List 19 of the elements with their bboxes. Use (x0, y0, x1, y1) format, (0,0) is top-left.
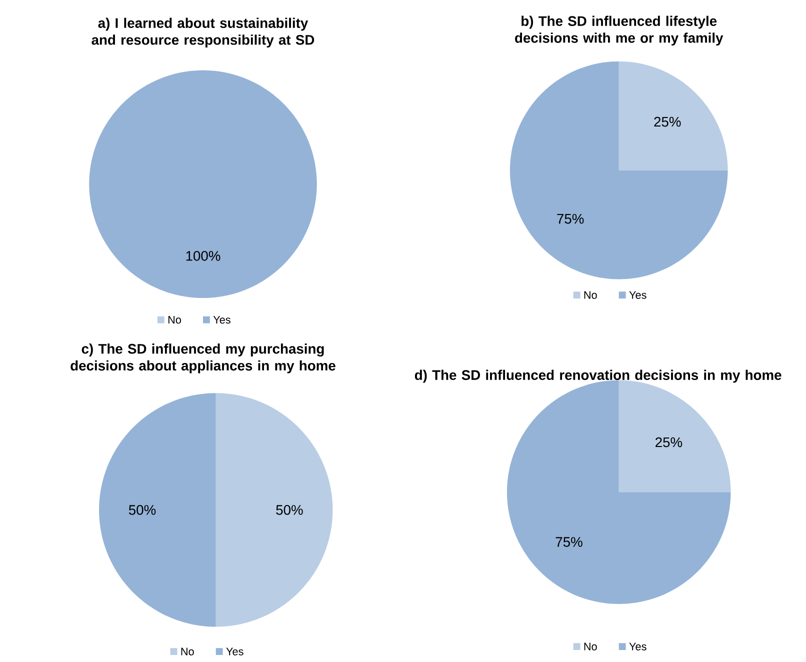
legend-label: No (168, 316, 181, 324)
legend-label: No (181, 648, 194, 656)
data-label: 25% (656, 437, 682, 447)
chart-title: c) The SD influenced my purchasing decisions about appliances in my home (70, 343, 336, 374)
legend-label: Yes (213, 316, 230, 324)
legend-label: No (584, 642, 597, 650)
data-label: 50% (276, 504, 303, 515)
data-label: 50% (128, 504, 156, 515)
legend-label: No (584, 291, 597, 299)
data-label: 75% (557, 214, 584, 224)
legend-label: Yes (629, 642, 646, 650)
chart-title: b) The SD influenced lifestyle decisions with me or my family (515, 16, 724, 46)
data-label: 25% (654, 116, 681, 126)
legend-label: Yes (629, 291, 646, 299)
chart-title: d) The SD influenced renovation decisions in my home (414, 370, 782, 383)
legend-label: Yes (226, 648, 244, 656)
chart-title: a) I learned about sustainability and resource responsibility at SD (92, 18, 314, 48)
data-label: 75% (556, 536, 582, 547)
data-label: 100% (186, 250, 220, 261)
